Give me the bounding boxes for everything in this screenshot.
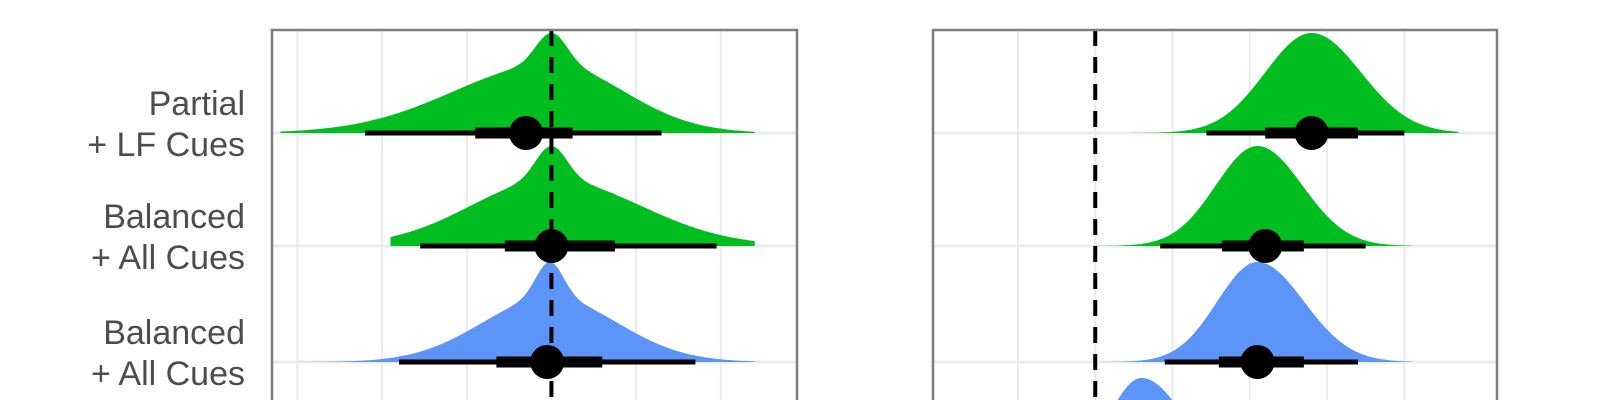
- right-panel: [931, 28, 1499, 400]
- row-label-line: + All Cues: [91, 355, 245, 393]
- density-blue: [1117, 378, 1173, 400]
- density-green: [280, 33, 755, 133]
- panel-frame: [931, 28, 1499, 400]
- point-estimate: [534, 229, 569, 263]
- density-green: [1087, 146, 1412, 246]
- row-label-line: + All Cues: [91, 239, 245, 277]
- row-label-line: Partial: [149, 85, 245, 123]
- point-estimate: [530, 345, 565, 379]
- row-label-line: Balanced: [103, 198, 245, 236]
- density-green: [1118, 33, 1459, 133]
- left-panel: [270, 28, 799, 400]
- density-blue: [1087, 262, 1412, 362]
- point-estimate: [509, 116, 544, 150]
- point-estimate: [1294, 116, 1329, 150]
- row-label-line: Balanced: [103, 314, 245, 352]
- density-green: [390, 146, 755, 246]
- point-estimate: [1248, 229, 1283, 263]
- density-blue: [297, 262, 755, 362]
- panel-frame: [270, 28, 799, 400]
- row-label-line: + LF Cues: [87, 126, 245, 164]
- point-estimate: [1240, 345, 1275, 379]
